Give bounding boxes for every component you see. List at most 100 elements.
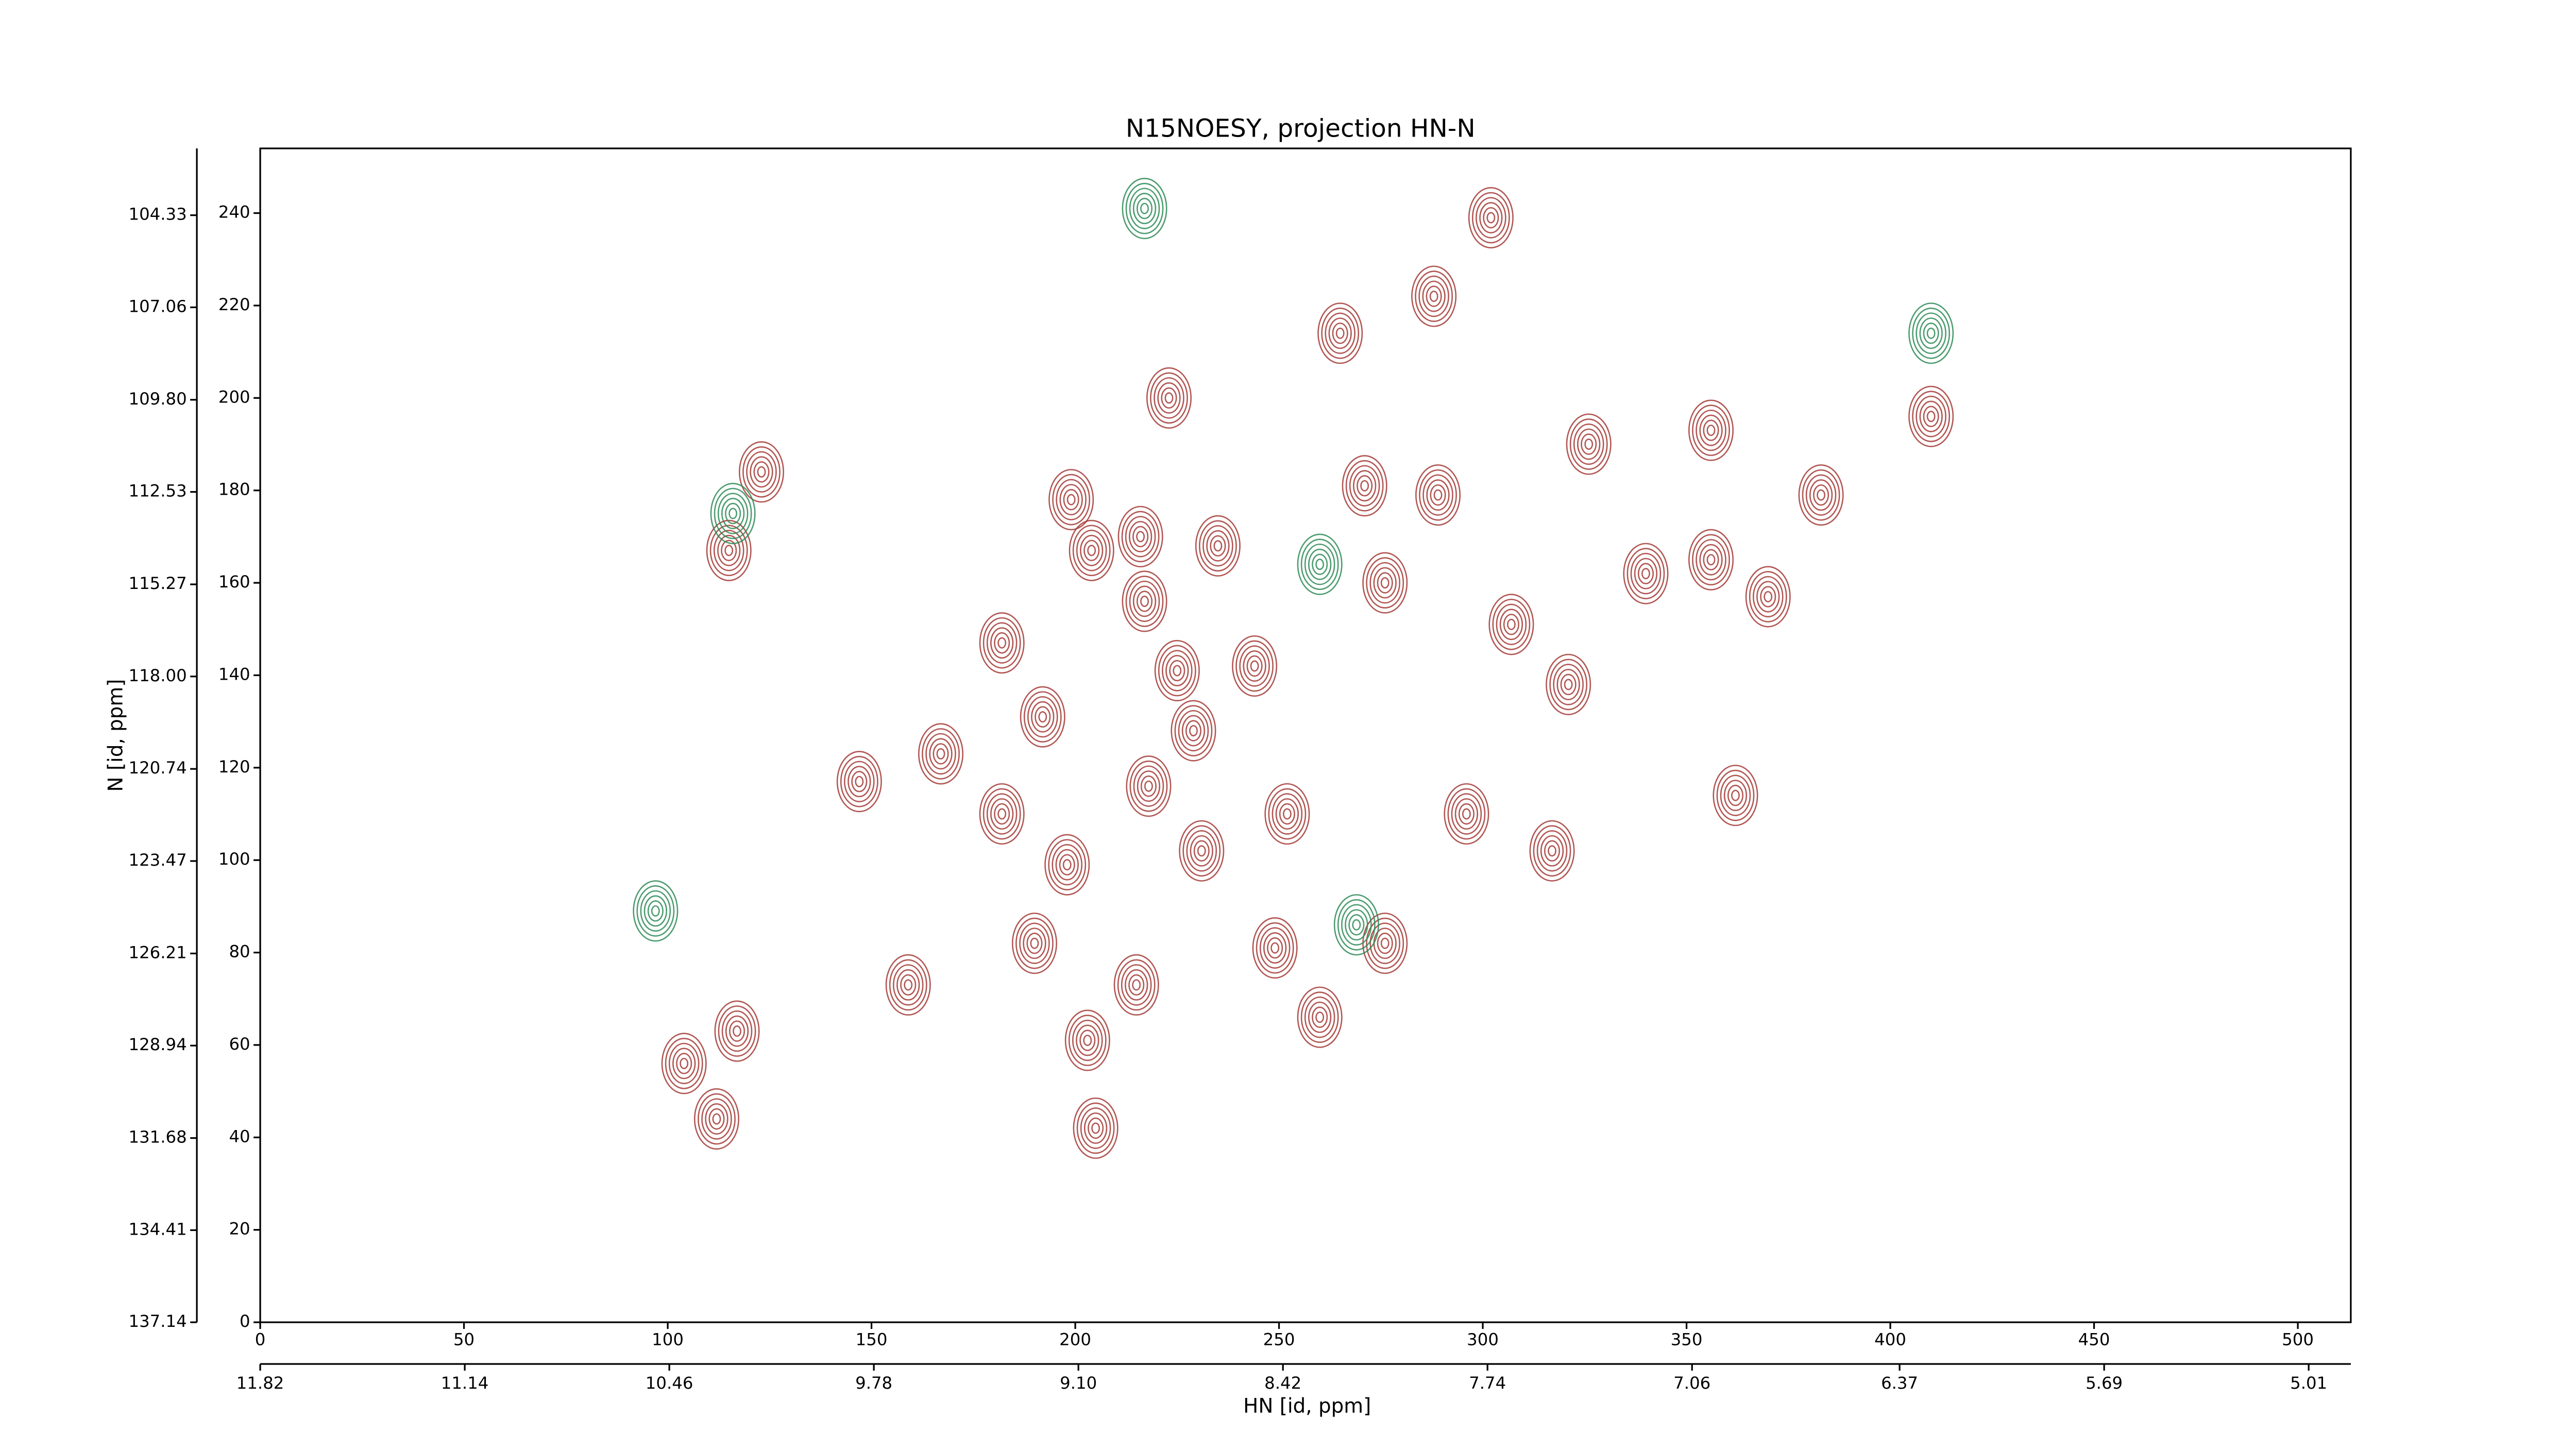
- peak-contour: [1020, 686, 1065, 748]
- y2-tick-label: 128.94: [129, 1035, 187, 1054]
- peak-contour: [693, 1088, 739, 1150]
- peak-contour: [979, 783, 1025, 845]
- peak-contour: [710, 483, 756, 544]
- y-tick-label: 40: [229, 1126, 250, 1146]
- y2-tick-label: 126.21: [129, 942, 187, 962]
- peak-contour: [1546, 653, 1591, 715]
- x-tick-label: 100: [652, 1330, 684, 1350]
- x2-tick-label: 5.69: [2086, 1373, 2123, 1393]
- x2-tick-label: 11.14: [441, 1373, 489, 1393]
- peak-contour: [1713, 765, 1758, 827]
- x2-tick-label: 7.74: [1469, 1373, 1506, 1393]
- peak-contour: [1122, 178, 1167, 240]
- peak-contour: [714, 1000, 760, 1062]
- peak-contour: [1297, 533, 1343, 595]
- y2-tick-label: 112.53: [129, 481, 187, 501]
- peak-contour: [1154, 640, 1200, 701]
- x-tick-label: 500: [2282, 1330, 2314, 1350]
- x2-tick-label: 7.06: [1673, 1373, 1710, 1393]
- peak-contour: [1362, 552, 1408, 614]
- y-tick-label: 100: [218, 849, 250, 869]
- x-axis-label: HN [id, ppm]: [1243, 1395, 1371, 1418]
- y-tick-label: 240: [218, 203, 250, 222]
- y2-tick-label: 118.00: [129, 666, 187, 685]
- peak-contour: [1317, 302, 1363, 364]
- y2-tick-label: 134.41: [129, 1219, 187, 1239]
- y-axis-label: N [id, ppm]: [104, 679, 127, 792]
- y2-tick-label: 109.80: [129, 389, 187, 409]
- x-tick-label: 200: [1059, 1330, 1091, 1350]
- y-tick-label: 0: [240, 1311, 250, 1331]
- x2-tick-label: 9.78: [855, 1373, 892, 1393]
- peak-contour: [1179, 820, 1225, 882]
- peak-contour: [1529, 820, 1575, 882]
- peak-contour: [661, 1033, 707, 1094]
- peak-contour: [1195, 515, 1241, 577]
- x2-tick-label: 11.82: [236, 1373, 284, 1393]
- x-tick-label: 150: [856, 1330, 888, 1350]
- peak-contour: [1688, 399, 1734, 461]
- y2-tick-label: 137.14: [129, 1311, 187, 1331]
- peak-contour: [979, 612, 1025, 674]
- x-tick-label: 250: [1263, 1330, 1295, 1350]
- peak-contour: [1908, 302, 1954, 364]
- peak-contour: [1798, 464, 1844, 526]
- y-tick-label: 160: [218, 572, 250, 592]
- y-tick-label: 220: [218, 295, 250, 314]
- y2-tick-label: 120.74: [129, 758, 187, 778]
- x2-tick-label: 6.37: [1881, 1373, 1918, 1393]
- peak-contour: [1745, 566, 1791, 628]
- plot-area: [633, 178, 1954, 1159]
- peak-contour: [1064, 1009, 1110, 1071]
- peak-contour: [1117, 506, 1163, 567]
- peak-contour: [1122, 570, 1167, 632]
- x2-tick-label: 8.42: [1264, 1373, 1301, 1393]
- peak-contour: [1126, 755, 1172, 817]
- x-tick-label: 450: [2078, 1330, 2110, 1350]
- peak-contour: [1362, 913, 1408, 974]
- y-tick-label: 20: [229, 1219, 250, 1239]
- x2-tick-label: 10.46: [646, 1373, 693, 1393]
- x2-tick-label: 5.01: [2290, 1373, 2327, 1393]
- peak-contour: [1444, 783, 1489, 845]
- x-tick-label: 350: [1671, 1330, 1703, 1350]
- y-tick-label: 200: [218, 387, 250, 407]
- y-tick-label: 80: [229, 942, 250, 962]
- peak-contour: [1688, 529, 1734, 591]
- peak-contour: [1566, 413, 1612, 475]
- peak-contour: [1048, 469, 1094, 531]
- peak-contour: [738, 441, 785, 503]
- y-tick-label: 120: [218, 757, 250, 777]
- peak-contour: [885, 954, 931, 1016]
- x-tick-label: 300: [1467, 1330, 1499, 1350]
- peak-contour: [1113, 954, 1159, 1016]
- peak-contour: [1252, 917, 1298, 979]
- peak-contour: [918, 723, 964, 785]
- y2-tick-label: 115.27: [129, 574, 187, 593]
- x2-tick-label: 9.10: [1060, 1373, 1097, 1393]
- peak-contour: [836, 751, 882, 813]
- peak-contour: [1488, 594, 1534, 655]
- peak-contour: [1297, 986, 1343, 1048]
- y-tick-label: 140: [218, 664, 250, 684]
- peak-contour: [1415, 464, 1461, 526]
- peak-contour: [633, 880, 679, 942]
- peak-contour: [1011, 913, 1057, 974]
- peak-contour: [1264, 783, 1310, 845]
- chart-title: N15NOESY, projection HN-N: [1126, 114, 1476, 143]
- y-tick-label: 60: [229, 1034, 250, 1054]
- y-tick-label: 180: [218, 480, 250, 499]
- y2-tick-label: 107.06: [129, 296, 187, 316]
- peak-contour: [1908, 385, 1954, 447]
- peak-contour: [1342, 455, 1387, 517]
- peak-contour: [1171, 700, 1216, 762]
- plot-frame: [259, 147, 2352, 1323]
- peak-contour: [1044, 834, 1090, 896]
- peak-contour: [1411, 265, 1457, 327]
- peak-contour: [1073, 1097, 1118, 1159]
- x-tick-label: 0: [255, 1330, 266, 1350]
- peak-contour: [706, 519, 752, 581]
- y2-tick-label: 131.68: [129, 1127, 187, 1147]
